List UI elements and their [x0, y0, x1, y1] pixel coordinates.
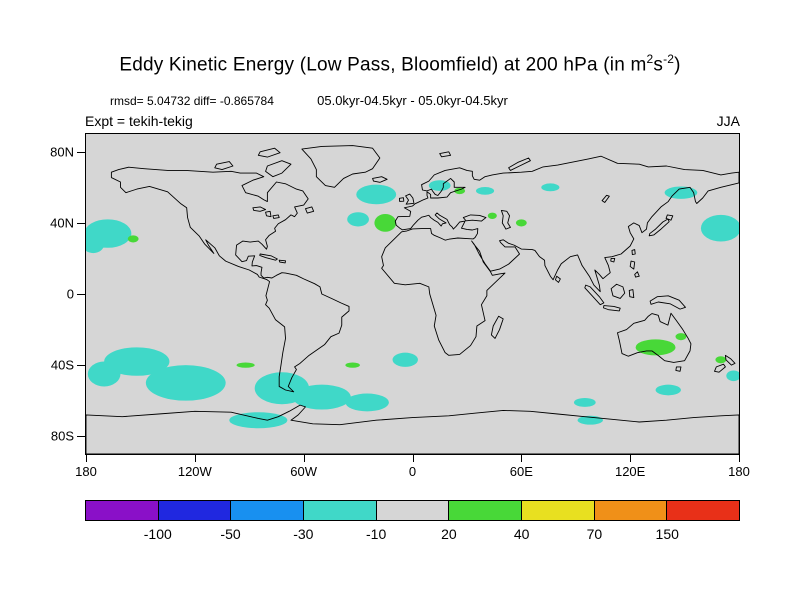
lat-tick-label: 0 [66, 286, 74, 302]
anomaly-region-pos [345, 362, 360, 368]
lat-tick [77, 436, 85, 438]
colorbar-segment [593, 501, 667, 520]
lon-tick-label: 180 [728, 464, 750, 479]
plot-title: Eddy Kinetic Energy (Low Pass, Bloomfiel… [0, 52, 800, 76]
lat-tick [77, 365, 85, 367]
anomaly-region-pos [635, 339, 676, 356]
anomaly-region-pos [515, 219, 527, 227]
anomaly-region-neg [104, 347, 170, 376]
lon-tick-label: 60W [290, 464, 318, 479]
stats-line: rmsd= 5.04732 diff= -0.865784 [110, 94, 274, 108]
colorbar-segment [521, 501, 594, 520]
lon-tick-label: 180 [75, 464, 97, 479]
anomaly-region-neg [86, 235, 105, 254]
colorbar-label: 150 [655, 526, 679, 542]
anomaly-region-neg [664, 186, 698, 199]
lat-tick [77, 222, 85, 224]
colorbar-segment [303, 501, 376, 520]
lat-tick [77, 294, 85, 295]
colorbar-labels: -100 -50 -30 -10 20 40 70 150 [85, 526, 740, 546]
colorbar-label: -100 [143, 526, 172, 542]
title-text: Eddy Kinetic Energy (Low Pass, Bloomfiel… [119, 54, 647, 76]
colorbar-label: 40 [513, 526, 530, 542]
lat-tick-label: 40N [50, 215, 74, 231]
map-area: 80N 40N 0 40S 80S 180 120W 60W 0 60E 120E 180 [50, 133, 750, 479]
lat-tick-label: 40S [50, 357, 74, 373]
colorbar-segment [448, 501, 522, 520]
lon-tick-label: 120W [177, 464, 212, 479]
title-superscript: 2 [646, 52, 654, 66]
lat-tick-label: 80N [50, 144, 74, 160]
lon-tick [86, 454, 87, 462]
title-unit: s [653, 54, 664, 76]
anomaly-region-pos [715, 356, 727, 364]
anomaly-region-neg [541, 183, 560, 192]
ocean-background [86, 134, 739, 454]
experiment-label: Expt = tekih-tekig [85, 113, 193, 129]
lat-tick [77, 151, 85, 153]
season-label: JJA [716, 113, 740, 129]
anomaly-region-neg [347, 212, 369, 227]
anomaly-region-pos [454, 187, 466, 195]
colorbar-label: -30 [293, 526, 314, 542]
anomaly-region-pos [127, 235, 139, 243]
coastline-greenland [301, 145, 381, 188]
colorbar-label: 70 [586, 526, 603, 542]
anomaly-region-neg [655, 384, 681, 396]
anomaly-region-neg [345, 393, 389, 412]
anomaly-region-neg [292, 384, 351, 410]
colorbar-segment [157, 501, 231, 520]
coastline-islands [214, 147, 736, 373]
colorbar-segment [375, 501, 449, 520]
anomaly-region-neg [700, 214, 739, 242]
anomaly-region-neg [145, 365, 226, 401]
title-superscript-2: -2 [663, 52, 675, 66]
lon-tick-label: 60E [509, 464, 533, 479]
anomaly-region-pos [374, 214, 397, 232]
anomaly-region-neg [87, 361, 121, 387]
world-map [86, 134, 739, 454]
colorbar-label: 20 [441, 526, 457, 542]
lon-tick [521, 454, 523, 462]
lon-tick-label: 120E [614, 464, 646, 479]
anomaly-region-neg [229, 412, 288, 429]
lat-tick-label: 80S [50, 428, 74, 444]
anomaly-region-neg [392, 352, 418, 367]
anomaly-layer [86, 180, 739, 429]
title-suffix: ) [674, 54, 681, 76]
anomaly-region-neg [726, 370, 739, 382]
anomaly-region-neg [356, 184, 397, 205]
anomaly-region-pos [675, 333, 687, 341]
anomaly-region-pos [236, 362, 255, 368]
colorbar-segment [230, 501, 304, 520]
anomaly-region-neg [573, 398, 596, 407]
anomaly-region-neg [475, 186, 495, 195]
colorbar-segment [666, 501, 740, 520]
colorbar: -100 -50 -30 -10 20 40 70 150 [85, 500, 740, 546]
colorbar-boxes [85, 500, 740, 521]
coastlines [86, 145, 739, 454]
lon-tick [630, 454, 632, 462]
coastline-lakes [252, 194, 610, 230]
coastline-antarctica [86, 404, 739, 454]
coastline-australia [617, 312, 692, 363]
colorbar-label: -50 [220, 526, 241, 542]
colorbar-label: -10 [365, 526, 387, 542]
colorbar-segment [86, 501, 158, 520]
coastline-afro-eurasia [381, 155, 739, 356]
lon-tick-label: 0 [408, 464, 417, 479]
lon-tick [412, 454, 414, 462]
lon-tick [739, 454, 740, 462]
coastline-americas [110, 166, 350, 393]
lon-tick [194, 454, 196, 462]
anomaly-region-pos [487, 212, 497, 219]
period-label: 05.0kyr-04.5kyr - 05.0kyr-04.5kyr [317, 93, 508, 108]
lon-tick [303, 454, 305, 462]
